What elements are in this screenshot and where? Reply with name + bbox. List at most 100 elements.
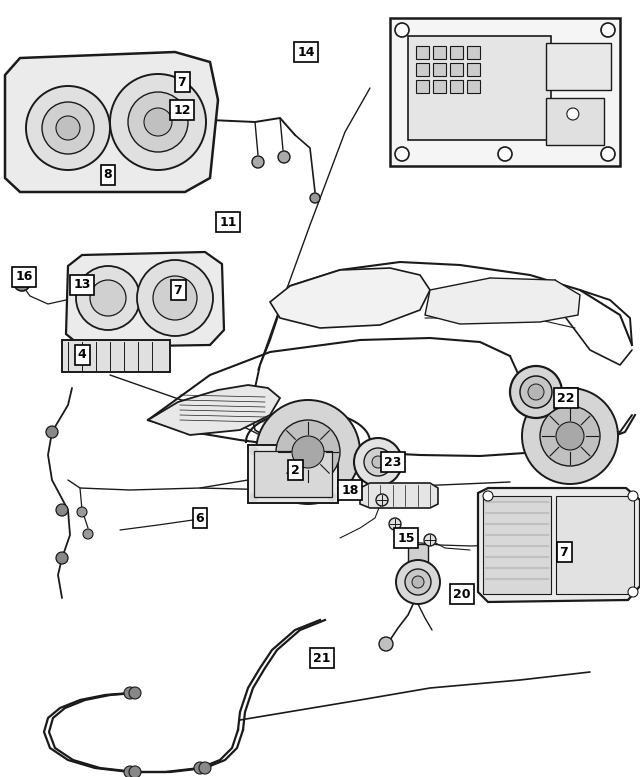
Text: 14: 14 (297, 46, 315, 58)
Text: 8: 8 (104, 169, 112, 182)
Circle shape (601, 23, 615, 37)
Circle shape (556, 422, 584, 450)
Bar (450, 63, 463, 76)
Circle shape (601, 147, 615, 161)
Circle shape (424, 534, 436, 546)
Bar (467, 46, 480, 59)
Circle shape (292, 436, 324, 468)
Bar (433, 80, 446, 93)
Circle shape (144, 108, 172, 136)
Bar (408, 36, 550, 140)
Polygon shape (420, 36, 570, 148)
Circle shape (137, 260, 213, 336)
Circle shape (522, 388, 618, 484)
Text: 22: 22 (557, 392, 575, 405)
Circle shape (379, 637, 393, 651)
Circle shape (567, 108, 579, 120)
Circle shape (128, 92, 188, 152)
Circle shape (56, 116, 80, 140)
Text: 15: 15 (397, 531, 415, 545)
Circle shape (412, 576, 424, 588)
Text: 7: 7 (559, 545, 568, 559)
Circle shape (124, 687, 136, 699)
Circle shape (395, 23, 409, 37)
Circle shape (395, 147, 409, 161)
Bar (433, 46, 446, 59)
Circle shape (405, 569, 431, 595)
Circle shape (250, 493, 258, 501)
Circle shape (396, 560, 440, 604)
Circle shape (628, 491, 638, 501)
Circle shape (354, 438, 402, 486)
Bar (547, 98, 604, 145)
Text: 20: 20 (453, 587, 471, 601)
Bar (467, 80, 480, 93)
Circle shape (510, 366, 562, 418)
Text: 13: 13 (74, 278, 91, 291)
Circle shape (56, 552, 68, 564)
Polygon shape (478, 488, 640, 602)
Circle shape (26, 86, 110, 170)
Circle shape (199, 762, 211, 774)
Text: 12: 12 (173, 103, 191, 117)
Bar (433, 63, 446, 76)
Circle shape (129, 687, 141, 699)
Circle shape (252, 156, 264, 168)
Bar (416, 63, 429, 76)
Bar (450, 46, 463, 59)
Polygon shape (360, 483, 438, 508)
Circle shape (76, 266, 140, 330)
Circle shape (110, 74, 206, 170)
Circle shape (278, 151, 290, 163)
Circle shape (14, 275, 30, 291)
Text: 11: 11 (220, 215, 237, 228)
Circle shape (42, 102, 94, 154)
Bar (416, 80, 429, 93)
Polygon shape (5, 52, 218, 192)
Circle shape (528, 384, 544, 400)
Text: 18: 18 (341, 483, 358, 497)
Circle shape (153, 276, 197, 320)
Polygon shape (270, 268, 430, 328)
Circle shape (498, 147, 512, 161)
Circle shape (310, 193, 320, 203)
Circle shape (90, 280, 126, 316)
Text: 23: 23 (384, 455, 402, 469)
Circle shape (376, 494, 388, 506)
Circle shape (389, 518, 401, 530)
Circle shape (46, 426, 58, 438)
Circle shape (483, 491, 493, 501)
Text: 7: 7 (173, 284, 182, 297)
Bar (254, 451, 332, 497)
Text: 2: 2 (291, 464, 300, 476)
Text: 7: 7 (178, 75, 186, 89)
Circle shape (372, 456, 384, 468)
Bar (248, 445, 338, 503)
Circle shape (364, 448, 392, 476)
Text: 6: 6 (196, 511, 204, 524)
Circle shape (129, 766, 141, 777)
Circle shape (124, 766, 136, 777)
Bar (547, 43, 611, 90)
Bar (483, 496, 551, 594)
Polygon shape (66, 252, 224, 347)
Bar (390, 18, 620, 166)
Bar (408, 544, 428, 562)
Circle shape (83, 529, 93, 539)
Text: 21: 21 (313, 651, 331, 664)
Circle shape (56, 504, 68, 516)
Circle shape (256, 400, 360, 504)
Bar (450, 80, 463, 93)
Polygon shape (148, 385, 280, 435)
Bar (556, 496, 634, 594)
Circle shape (276, 420, 340, 484)
Circle shape (328, 493, 336, 501)
Polygon shape (425, 278, 580, 324)
Text: 16: 16 (15, 270, 33, 284)
Circle shape (194, 762, 206, 774)
Text: 4: 4 (77, 349, 86, 361)
Circle shape (77, 507, 87, 517)
Bar (416, 46, 429, 59)
Bar (62, 340, 170, 372)
Bar (467, 63, 480, 76)
